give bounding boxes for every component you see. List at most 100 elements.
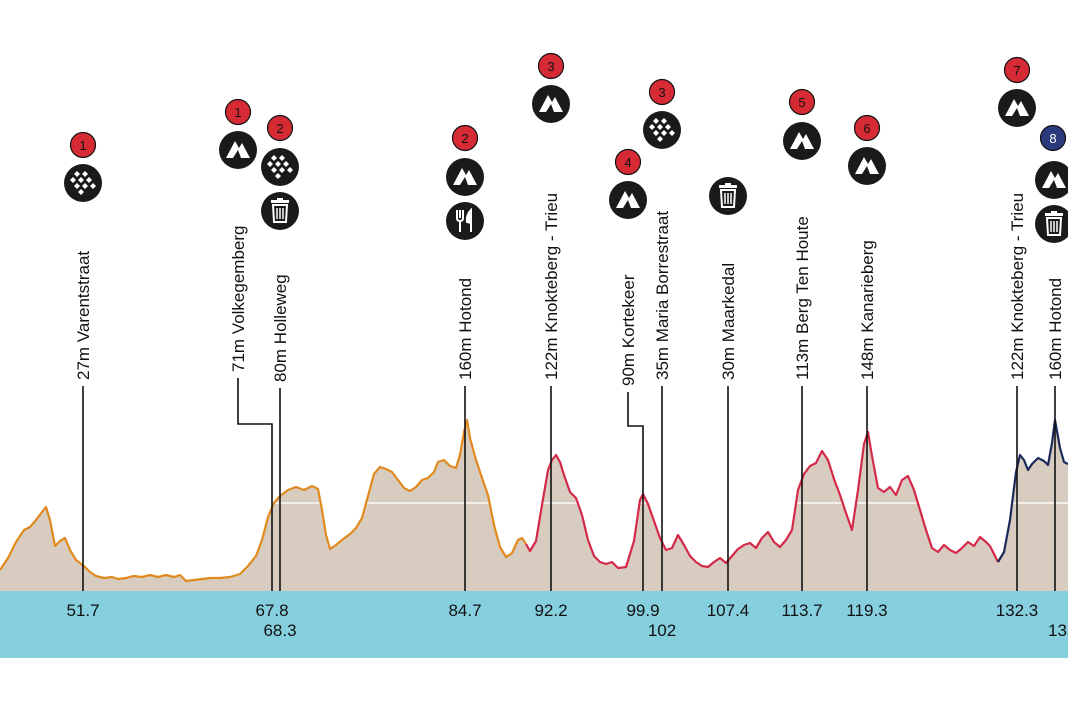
waypoint-label: 148m Kanarieberg [858, 240, 877, 380]
climb-number-text: 2 [276, 121, 283, 136]
cobbles-icon [261, 148, 299, 186]
waypoint-label: 160m Hotond [1046, 278, 1065, 380]
cobble-stone [665, 124, 671, 130]
trash-lid [1045, 213, 1063, 216]
climb-number-badge [788, 88, 816, 116]
cobble-stone [90, 183, 96, 189]
waypoint-label: 122m Knokteberg - Trieu [542, 193, 561, 380]
climb-icon-cut [862, 166, 870, 174]
climb-number-badge [266, 114, 294, 142]
climb-number-badge [224, 98, 252, 126]
profile-line-navy [997, 418, 1068, 563]
km-label: 51.7 [66, 601, 99, 620]
profile-line-red [525, 430, 999, 570]
cobble-stone [74, 183, 80, 189]
trash-body [1045, 217, 1063, 236]
climb-icon-cut [797, 141, 805, 149]
km-label: 99.9 [626, 601, 659, 620]
cobble-stone [649, 124, 655, 130]
waypoint-label: 122m Knokteberg - Trieu [1008, 193, 1027, 380]
cobble-stone [86, 177, 92, 183]
distance-band [0, 591, 1068, 658]
climb-number-badge [69, 131, 97, 159]
climb-number-text: 1 [234, 105, 241, 120]
climb-number-text: 3 [658, 85, 665, 100]
km-label: 102 [648, 621, 676, 640]
trash-handle [725, 183, 731, 185]
climb-number-text: 5 [798, 95, 805, 110]
climb-icon-cut [546, 104, 554, 112]
waypoint-label: 90m Kortekeer [619, 274, 638, 386]
km-label: 92.2 [534, 601, 567, 620]
climb-icon-cut [1012, 108, 1020, 116]
cobble-stone [70, 177, 76, 183]
cobbles-icon [643, 111, 681, 149]
waypoint-label: 27m Varentstraat [74, 251, 93, 380]
trash-icon [709, 177, 747, 215]
leader-line [237, 378, 273, 591]
climb-number-badge [1003, 56, 1031, 84]
climb-icon-shape [453, 168, 477, 185]
waypoint-icons-layer: 1 1 2 2 3 4 3 5 6 7 8 [64, 52, 1068, 243]
profile-area-layer [0, 418, 1068, 591]
cobble-stone [78, 189, 84, 195]
climb-icon-shape [539, 95, 563, 112]
waypoint-label: 35m Maria Borrestraat [653, 211, 672, 380]
cobble-stone [275, 161, 281, 167]
food-icon [446, 202, 484, 240]
climb-icon-shape [226, 141, 250, 158]
climb-number-text: 2 [461, 131, 468, 146]
cobble-stone [657, 136, 663, 142]
climb-number-text: 7 [1013, 63, 1020, 78]
climb-icon [848, 147, 886, 185]
climb-icon [219, 131, 257, 169]
climb-number-badge [614, 148, 642, 176]
fork-shape [456, 210, 464, 232]
cobble-stone [657, 124, 663, 130]
climb-number-text: 3 [547, 59, 554, 74]
waypoint-label: 160m Hotond [456, 278, 475, 380]
cobble-stone [82, 171, 88, 177]
climb-icon-cut [460, 177, 468, 185]
cobble-stone [82, 183, 88, 189]
leader-lines-layer [82, 378, 1056, 591]
climb-number-text: 6 [863, 121, 870, 136]
cobble-stone [661, 130, 667, 136]
cobble-stone [271, 155, 277, 161]
cobbles-icon [64, 164, 102, 202]
km-label: 68.3 [263, 621, 296, 640]
cobbles-icon-bg [64, 164, 102, 202]
climb-number-text: 8 [1049, 131, 1056, 146]
climb-number-text: 1 [79, 138, 86, 153]
trash-lid [271, 200, 289, 203]
climb-icon-cut [233, 150, 241, 158]
climb-number-badge [648, 78, 676, 106]
knife-shape [465, 207, 472, 232]
km-label: 135. [1048, 621, 1068, 640]
climb-icon-cut [623, 200, 631, 208]
cobble-stone [275, 173, 281, 179]
climb-icon [609, 181, 647, 219]
km-label: 119.3 [846, 601, 887, 620]
cobble-stone [279, 167, 285, 173]
trash-handle [1051, 211, 1057, 213]
trash-icon [1035, 205, 1068, 243]
climb-number-badge [1039, 124, 1067, 152]
climb-icon-shape [790, 132, 814, 149]
cobble-stone [287, 167, 293, 173]
cobble-stone [653, 118, 659, 124]
climb-icon [783, 122, 821, 160]
climb-number-badge [451, 124, 479, 152]
climb-icon-shape [616, 191, 640, 208]
cobble-stone [267, 161, 273, 167]
km-label: 132.3 [996, 601, 1039, 620]
trash-icon [261, 192, 299, 230]
km-label: 113.7 [781, 601, 822, 620]
cobbles-icon-bg [261, 148, 299, 186]
trash-lid [719, 185, 737, 188]
km-label: 84.7 [448, 601, 481, 620]
climb-number-badge [537, 52, 565, 80]
climb-number-badge [853, 114, 881, 142]
